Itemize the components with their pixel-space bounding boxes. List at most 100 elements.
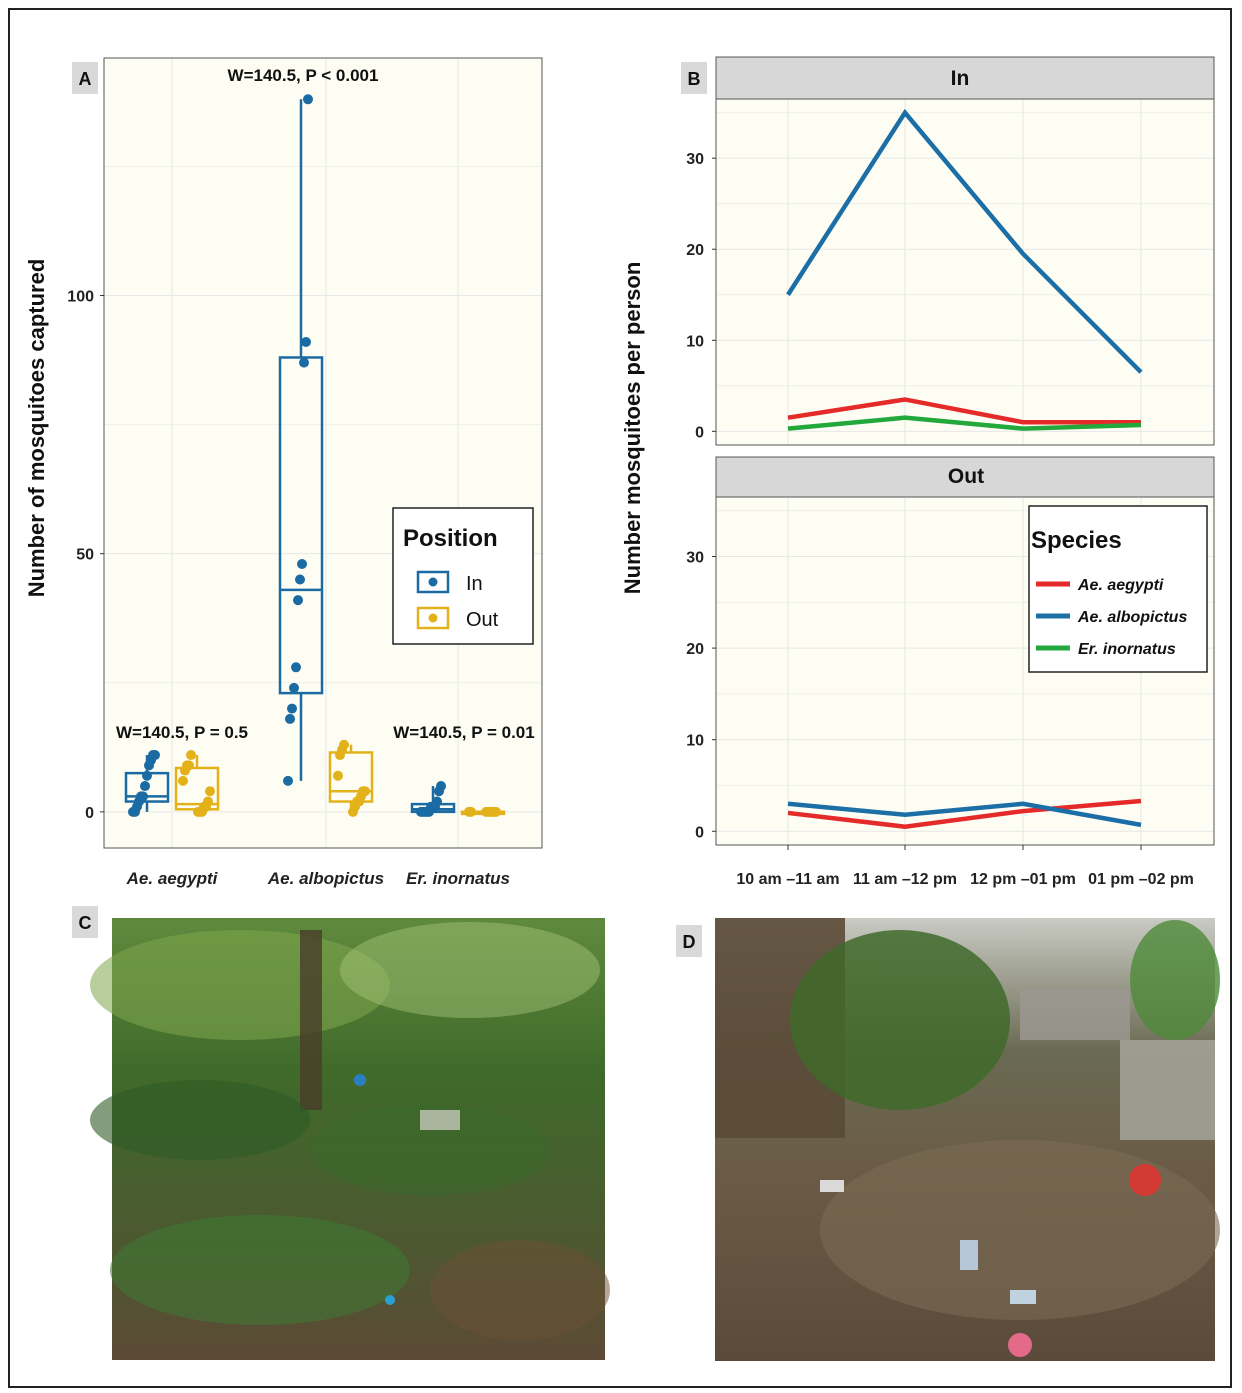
panel-a-badge-box xyxy=(72,62,98,94)
panel-b-legend: Species Ae. aegypti Ae. albopictus Er. ino… xyxy=(1028,505,1208,673)
point-ae-albopictus-in-2 xyxy=(287,703,297,714)
y-tick-label-50: 50 xyxy=(76,547,94,564)
point-ae-albopictus-out-7 xyxy=(333,770,343,781)
panel-a: A 0 50 100 Ae. aegypti Ae. albopictus Er. in… xyxy=(24,57,543,888)
facet-out-border xyxy=(715,496,1215,846)
legend-label-ae-aegypti: Ae. aegypti xyxy=(1077,577,1164,594)
facet-0-y-tick-20: 20 xyxy=(686,242,704,259)
facet-0-y-tick-30: 30 xyxy=(686,151,704,168)
category-label-ae-albopictus: Ae. albopictus xyxy=(267,869,384,888)
facet-strip-out xyxy=(715,456,1215,498)
y-tick-label-100: 100 xyxy=(67,289,94,306)
panel-b-legend-box xyxy=(1028,505,1208,673)
point-ae-aegypti-in-7 xyxy=(142,770,152,781)
point-ae-albopictus-in-5 xyxy=(293,595,303,606)
panel-c-badge-box xyxy=(72,906,98,938)
line-out-ae-albopictus xyxy=(787,801,1142,828)
point-ae-albopictus-in-7 xyxy=(297,559,307,570)
panel-a-grid xyxy=(104,58,542,848)
facet-label-out: Out xyxy=(948,465,984,488)
panel-a-border xyxy=(103,57,543,849)
panel-b: B In Out 0 10 20 30 0 10 20 30 10 am –11 am 11 a… xyxy=(620,56,1215,888)
panel-d-badge: D xyxy=(683,932,696,952)
legend-key-box-out xyxy=(416,606,450,630)
legend-label-in: In xyxy=(466,573,483,595)
line-in-ae-aegypti xyxy=(787,397,1141,425)
stat-annotation-2: W=140.5, P = 0.01 xyxy=(393,723,534,742)
panel-b-x-ticks: 10 am –11 am 11 am –12 pm 12 pm –01 pm 01 p… xyxy=(736,845,1194,888)
x-tick-label-1: 11 am –12 pm xyxy=(853,871,957,888)
line-in-er-inornatus xyxy=(787,415,1142,431)
facet-1-y-tick-10: 10 xyxy=(686,733,704,750)
point-er-inornatus-out-5 xyxy=(491,806,501,817)
point-ae-aegypti-in-11 xyxy=(150,750,160,761)
panel-a-annotations: W=140.5, P = 0.5 W=140.5, P < 0.001 W=140.… xyxy=(116,66,535,742)
legend-key-box-in xyxy=(416,570,450,594)
figure-frame xyxy=(8,8,1232,1388)
facet-0-y-tick-10: 10 xyxy=(686,333,704,350)
point-ae-albopictus-in-0 xyxy=(283,775,293,786)
point-ae-aegypti-out-6 xyxy=(205,786,215,797)
point-ae-albopictus-in-9 xyxy=(301,336,311,347)
point-ae-albopictus-out-10 xyxy=(339,739,349,750)
point-ae-albopictus-in-10 xyxy=(303,94,313,105)
panel-a-badge: A xyxy=(79,69,92,89)
panel-b-legend-title: Species xyxy=(1031,527,1122,554)
panel-c-photo xyxy=(90,918,610,1360)
point-ae-aegypti-out-5 xyxy=(203,796,213,807)
panel-a-categories: Ae. aegypti Ae. albopictus Er. inornatus xyxy=(126,869,510,888)
panel-b-y-ticks: 0 10 20 30 0 10 20 30 xyxy=(686,151,716,841)
panel-b-badge-box xyxy=(681,62,707,94)
x-tick-label-3: 01 pm –02 pm xyxy=(1088,871,1194,888)
point-ae-aegypti-out-10 xyxy=(184,760,194,771)
box-ae-albopictus-out xyxy=(328,751,374,803)
line-in-ae-albopictus xyxy=(786,108,1143,374)
point-ae-albopictus-in-8 xyxy=(299,357,309,368)
x-tick-label-2: 12 pm –01 pm xyxy=(970,871,1076,888)
point-ae-albopictus-in-6 xyxy=(295,574,305,585)
panel-b-lines xyxy=(786,108,1143,829)
facet-0-y-tick-0: 0 xyxy=(695,424,704,441)
legend-label-er-inornatus: Er. inornatus xyxy=(1078,641,1176,658)
facet-in-border xyxy=(715,98,1215,446)
panel-b-grid xyxy=(716,99,1214,845)
point-er-inornatus-in-8 xyxy=(432,796,442,807)
panel-b-badge: B xyxy=(688,69,701,89)
panel-d: D xyxy=(676,918,1220,1361)
legend-label-ae-albopictus: Ae. albopictus xyxy=(1077,609,1187,626)
point-er-inornatus-in-10 xyxy=(436,781,446,792)
panel-a-marks xyxy=(124,94,506,817)
point-ae-albopictus-in-1 xyxy=(285,713,295,724)
box-ae-albopictus-in xyxy=(278,356,324,695)
line-out-ae-aegypti xyxy=(787,798,1142,829)
facet-strip-in xyxy=(715,56,1215,100)
x-tick-label-0: 10 am –11 am xyxy=(736,871,839,888)
legend-label-out: Out xyxy=(466,609,499,631)
facet-1-y-tick-30: 30 xyxy=(686,550,704,567)
panel-c-badge: C xyxy=(79,913,92,933)
category-label-ae-aegypti: Ae. aegypti xyxy=(126,869,219,888)
panel-d-badge-box xyxy=(676,925,702,957)
point-ae-albopictus-in-4 xyxy=(291,662,301,673)
point-ae-aegypti-in-6 xyxy=(140,781,150,792)
point-ae-aegypti-in-5 xyxy=(138,791,148,802)
point-ae-aegypti-out-11 xyxy=(186,750,196,761)
panel-a-legend-box xyxy=(392,507,534,645)
stat-annotation-1: W=140.5, P < 0.001 xyxy=(228,66,379,85)
panel-a-legend-keys xyxy=(416,570,450,630)
panel-b-y-axis-label: Number mosquitoes per person xyxy=(620,262,645,595)
facet-1-y-tick-0: 0 xyxy=(695,824,704,841)
point-ae-aegypti-out-7 xyxy=(178,775,188,786)
legend-key-point-in xyxy=(428,577,438,587)
legend-key-point-out xyxy=(428,613,438,623)
facet-1-y-tick-20: 20 xyxy=(686,641,704,658)
point-ae-albopictus-out-6 xyxy=(360,786,370,797)
panel-c: C xyxy=(72,906,610,1360)
y-tick-label-0: 0 xyxy=(85,805,94,822)
stat-annotation-0: W=140.5, P = 0.5 xyxy=(116,723,248,742)
panel-a-y-axis-label: Number of mosquitoes captured xyxy=(24,259,49,598)
point-er-inornatus-out-7 xyxy=(466,806,476,817)
panel-d-photo xyxy=(715,918,1220,1361)
point-ae-albopictus-in-3 xyxy=(289,682,299,693)
